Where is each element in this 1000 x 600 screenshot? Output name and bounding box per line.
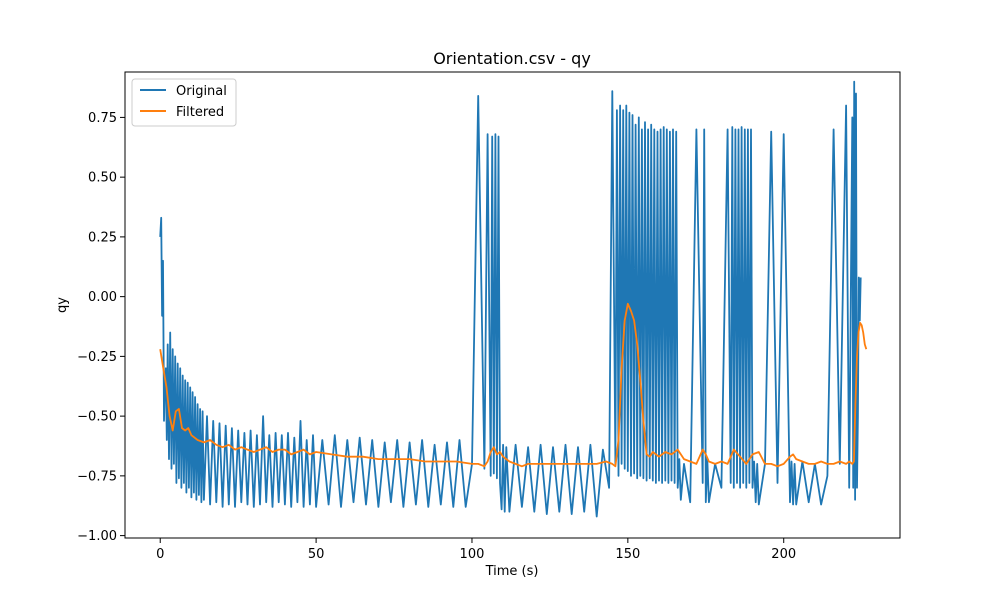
axes-frame — [124, 71, 901, 539]
series-line-filtered — [159, 302, 868, 468]
y-tick-label: 0.75 — [88, 111, 117, 126]
legend: Original Filtered — [131, 78, 237, 127]
y-axis: −1.00 −0.75 −0.50 −0.25 0.00 0.25 0.50 0.75 — [77, 111, 125, 544]
x-tick-label: 0 — [156, 547, 164, 562]
x-axis-label: Time (s) — [485, 564, 539, 579]
x-tick-label: 150 — [615, 547, 640, 562]
y-tick-label: −0.50 — [77, 410, 117, 425]
legend-label-original: Original — [176, 84, 227, 99]
x-tick-label: 100 — [460, 547, 485, 562]
series-line-original — [159, 80, 862, 518]
y-tick-label: −0.75 — [77, 469, 117, 484]
legend-label-filtered: Filtered — [176, 105, 224, 120]
y-tick-label: −1.00 — [77, 529, 117, 544]
x-axis: 0 50 100 150 200 — [156, 538, 796, 562]
y-tick-label: 0.50 — [88, 171, 117, 186]
y-axis-label: qy — [55, 297, 70, 313]
x-tick-label: 50 — [308, 547, 325, 562]
x-tick-label: 200 — [771, 547, 796, 562]
y-tick-label: −0.25 — [77, 350, 117, 365]
y-tick-label: 0.25 — [88, 230, 117, 245]
plot-area — [159, 80, 868, 518]
y-tick-label: 0.00 — [88, 290, 117, 305]
chart-title: Orientation.csv - qy — [433, 49, 591, 68]
